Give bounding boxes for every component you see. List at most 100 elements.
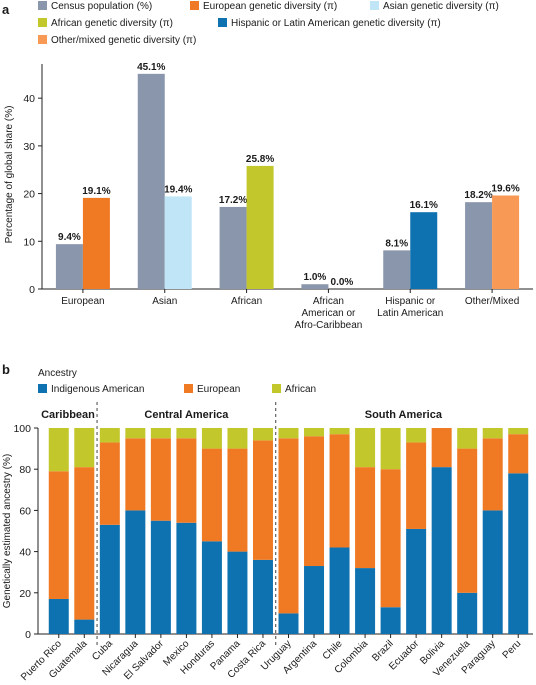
african-segment	[74, 428, 95, 468]
european-segment	[304, 436, 325, 567]
indigenous-segment	[380, 607, 401, 634]
y-tick-label: 60	[19, 505, 31, 517]
african-segment	[380, 428, 401, 470]
x-category-label: African	[313, 296, 344, 307]
legend-label: Other/mixed genetic diversity (π)	[51, 35, 196, 46]
european-segment	[150, 438, 171, 521]
legend-label: Asian genetic diversity (π)	[383, 1, 499, 12]
european-segment	[355, 467, 376, 569]
x-category-label: Latin American	[377, 308, 443, 319]
legend-swatch	[190, 1, 199, 10]
african-segment	[252, 428, 273, 441]
legend-title: Ancestry	[38, 368, 77, 379]
diversity-value-label: 16.1%	[410, 200, 438, 211]
census-value-label: 18.2%	[464, 190, 492, 201]
legend-swatch	[272, 384, 281, 393]
legend-swatch	[184, 384, 193, 393]
african-segment	[406, 428, 427, 443]
diversity-bar	[410, 212, 438, 289]
indigenous-segment	[457, 592, 478, 634]
african-segment	[125, 428, 146, 439]
indigenous-segment	[99, 524, 120, 634]
census-bar	[383, 250, 411, 289]
legend-swatch	[38, 35, 47, 44]
european-segment	[278, 438, 299, 614]
census-bar	[219, 206, 247, 289]
indigenous-segment	[150, 520, 171, 634]
indigenous-segment	[304, 566, 325, 634]
diversity-value-label: 19.6%	[491, 183, 519, 194]
x-category-label: American or	[301, 308, 356, 319]
diversity-bar	[246, 165, 274, 289]
census-value-label: 17.2%	[219, 195, 247, 206]
panel-b-label: b	[2, 362, 10, 377]
indigenous-segment	[252, 559, 273, 634]
diversity-bar	[82, 197, 110, 289]
diversity-bar	[164, 196, 192, 289]
indigenous-segment	[74, 619, 95, 634]
x-category-label: European	[61, 296, 104, 307]
legend-label: African	[285, 384, 316, 395]
african-segment	[48, 428, 69, 472]
region-title: Caribbean	[41, 409, 95, 421]
european-segment	[176, 438, 197, 523]
indigenous-segment	[125, 510, 146, 634]
diversity-value-label: 25.8%	[246, 154, 274, 165]
african-segment	[176, 428, 197, 439]
indigenous-segment	[431, 467, 452, 634]
diversity-value-label: 19.1%	[82, 186, 110, 197]
y-tick-label: 0	[25, 629, 31, 641]
legend-label: European genetic diversity (π)	[203, 1, 337, 12]
y-tick-label: 0	[29, 284, 35, 296]
indigenous-segment	[176, 522, 197, 634]
indigenous-segment	[508, 473, 529, 634]
african-segment	[278, 428, 299, 439]
legend-swatch	[218, 18, 227, 27]
legend-label: European	[197, 384, 240, 395]
african-segment	[99, 428, 120, 443]
x-category-label: Afro-Caribbean	[295, 320, 363, 331]
diversity-value-label: 0.0%	[331, 277, 354, 288]
european-segment	[457, 448, 478, 593]
indigenous-segment	[329, 547, 350, 634]
european-segment	[329, 434, 350, 548]
y-axis-label: Percentage of global share (%)	[4, 106, 15, 244]
y-tick-label: 80	[19, 464, 31, 476]
african-segment	[482, 428, 503, 439]
legend-label: Census population (%)	[51, 1, 152, 12]
legend-swatch	[370, 1, 379, 10]
y-tick-label: 10	[23, 236, 35, 248]
y-axis-label: Genetically estimated ancestry (%)	[2, 454, 13, 609]
african-segment	[329, 428, 350, 435]
x-category-label: African	[231, 296, 262, 307]
x-category-label: Other/Mixed	[465, 296, 519, 307]
census-bar	[301, 284, 329, 289]
european-segment	[99, 442, 120, 525]
y-tick-label: 40	[23, 93, 35, 105]
census-value-label: 8.1%	[385, 238, 408, 249]
legend-label: Indigenous American	[51, 384, 144, 395]
european-segment	[227, 448, 248, 552]
legend-label: Hispanic or Latin American genetic diver…	[231, 18, 441, 29]
european-segment	[74, 467, 95, 620]
legend-swatch	[38, 18, 47, 27]
european-segment	[482, 438, 503, 511]
indigenous-segment	[355, 568, 376, 634]
european-segment	[48, 471, 69, 599]
census-value-label: 45.1%	[137, 62, 165, 73]
african-segment	[227, 428, 248, 449]
european-segment	[201, 448, 222, 542]
european-segment	[508, 434, 529, 474]
census-bar	[465, 202, 493, 289]
indigenous-segment	[482, 510, 503, 634]
legend-label: African genetic diversity (π)	[51, 18, 173, 29]
african-segment	[304, 428, 325, 437]
indigenous-segment	[48, 598, 69, 634]
african-segment	[201, 428, 222, 449]
y-tick-label: 30	[23, 141, 35, 153]
european-segment	[125, 438, 146, 511]
census-bar	[137, 73, 165, 289]
legend-swatch	[38, 384, 47, 393]
african-segment	[150, 428, 171, 439]
